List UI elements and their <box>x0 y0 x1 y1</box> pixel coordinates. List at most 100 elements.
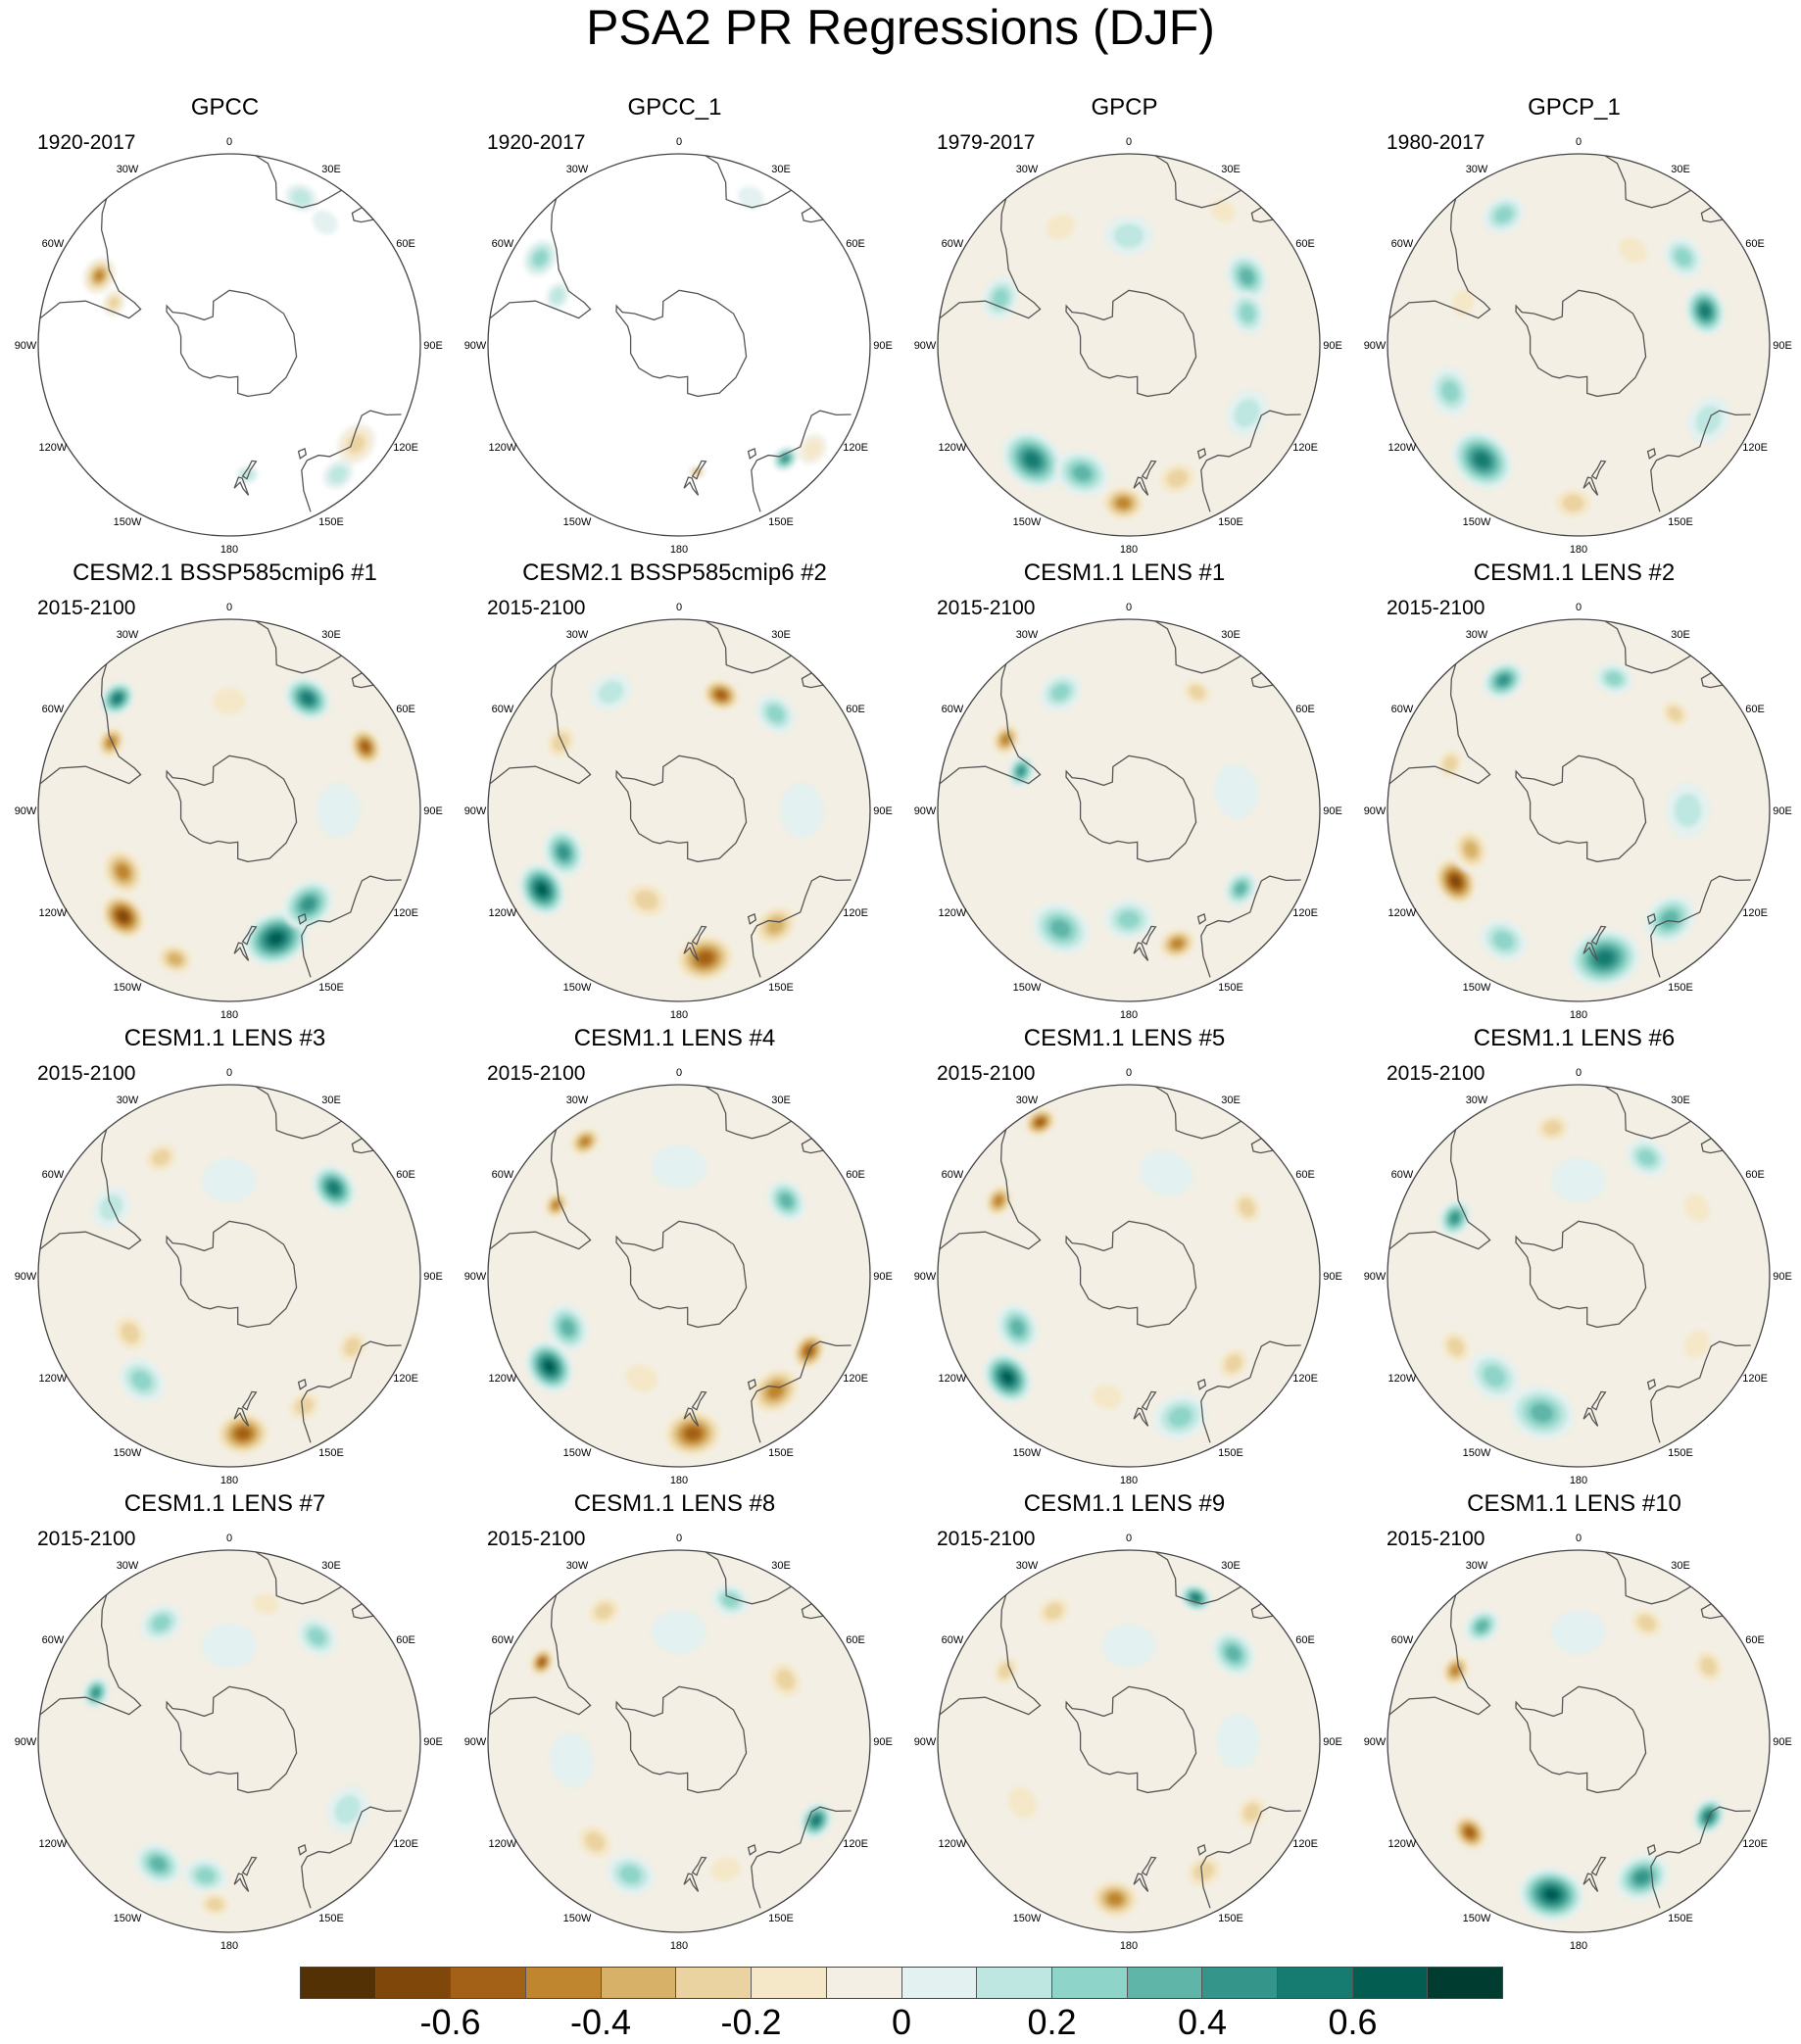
coastline <box>705 1551 792 1605</box>
longitude-label: 60E <box>396 1169 415 1181</box>
regression-blob <box>328 465 348 484</box>
map-outline <box>1387 153 1771 537</box>
regression-blob <box>1475 453 1489 467</box>
coastline <box>233 942 250 961</box>
longitude-label: 0 <box>226 1067 232 1079</box>
panel-title: GPCP_1 <box>1528 94 1621 121</box>
longitude-label: 60W <box>1391 238 1414 250</box>
regression-blob <box>1674 793 1702 828</box>
longitude-label: 180 <box>220 1475 238 1486</box>
coastline <box>1582 1873 1599 1892</box>
regression-blob <box>1117 910 1141 929</box>
longitude-label: 30E <box>1221 1095 1241 1106</box>
longitude-label: 120E <box>1292 442 1318 454</box>
map-outline <box>937 153 1321 537</box>
panel-period: 2015-2100 <box>937 1062 1036 1085</box>
regression-blob <box>1046 214 1076 240</box>
panel-title: CESM1.1 LENS #10 <box>1467 1490 1681 1517</box>
regression-blob <box>1531 1403 1553 1423</box>
regression-blob <box>1189 685 1205 700</box>
longitude-label: 120W <box>1388 1838 1417 1850</box>
regression-blob <box>1214 763 1259 819</box>
longitude-label: 90E <box>423 1271 443 1283</box>
coastline <box>233 1407 250 1427</box>
panel-title: CESM1.1 LENS #5 <box>1023 1025 1226 1051</box>
longitude-label: 90W <box>464 340 487 352</box>
polar-map: 0 30E 60E 90E 120E 150E 180 150W 120W 90W 60W 30W <box>464 136 893 556</box>
coastline <box>1515 1220 1647 1329</box>
map-panel: CESM2.1 BSSP585cmip6 #2 2015-2100 0 30E 60E 9… <box>450 560 900 1025</box>
regression-blob <box>776 1669 796 1690</box>
longitude-label: 90E <box>873 1271 893 1283</box>
colorbar-swatch <box>1202 1968 1278 1998</box>
coastline <box>1646 1843 1657 1856</box>
longitude-label: 30E <box>1671 629 1690 641</box>
regression-blob <box>1116 497 1131 510</box>
longitude-label: 30E <box>321 1560 341 1572</box>
longitude-label: 60W <box>42 1169 65 1181</box>
coastline <box>683 1873 700 1892</box>
regression-blob <box>202 1158 257 1202</box>
longitude-label: 0 <box>1576 136 1582 148</box>
coastline <box>297 1378 308 1390</box>
longitude-label: 30W <box>1466 629 1488 641</box>
coastline <box>39 198 142 319</box>
regression-blob <box>532 250 548 267</box>
longitude-label: 90E <box>1323 340 1342 352</box>
longitude-label: 180 <box>220 1940 238 1952</box>
longitude-label: 30W <box>566 1095 589 1106</box>
coastline <box>705 1086 792 1140</box>
coastline <box>1515 1685 1647 1794</box>
longitude-label: 30W <box>1016 629 1039 641</box>
map-background <box>488 1085 870 1467</box>
longitude-label: 30E <box>771 629 791 641</box>
longitude-label: 0 <box>1576 602 1582 613</box>
longitude-label: 0 <box>1126 1533 1132 1544</box>
longitude-label: 90W <box>15 1271 37 1283</box>
longitude-label: 60E <box>1745 704 1765 715</box>
longitude-label: 30E <box>321 164 341 175</box>
regression-blob <box>1010 1319 1025 1337</box>
map-outline <box>37 1549 421 1933</box>
regression-blob <box>1637 1614 1657 1631</box>
longitude-label: 60W <box>942 1634 964 1646</box>
colorbar-swatch <box>752 1968 827 1998</box>
regression-blob <box>1224 1354 1242 1373</box>
longitude-label: 120W <box>489 1838 517 1850</box>
coastline <box>1133 1873 1149 1892</box>
regression-blob <box>1700 305 1711 317</box>
panel-period: 2015-2100 <box>487 1062 586 1085</box>
longitude-label: 90W <box>914 340 937 352</box>
regression-blob <box>545 175 559 188</box>
regression-blob <box>1025 453 1040 467</box>
coastline <box>1133 942 1149 961</box>
polar-map: 0 30E 60E 90E 120E 150E 180 150W 120W 90W 60W 30W <box>914 1067 1342 1486</box>
coastline <box>615 289 748 398</box>
panel-title: GPCP <box>1091 94 1158 121</box>
longitude-label: 150E <box>768 1447 794 1459</box>
map-background <box>38 154 420 536</box>
longitude-label: 60W <box>492 704 514 715</box>
coastline <box>489 663 592 785</box>
longitude-label: 60E <box>846 704 865 715</box>
longitude-label: 60E <box>396 1634 415 1646</box>
map-background <box>938 619 1320 1001</box>
longitude-label: 120W <box>489 907 517 919</box>
regression-blob <box>1101 1624 1156 1668</box>
coastline <box>39 1594 142 1716</box>
regression-blob <box>721 1592 739 1608</box>
map-outline <box>1387 618 1771 1002</box>
regression-blob <box>1101 693 1156 737</box>
coastline <box>255 1086 342 1140</box>
longitude-label: 90W <box>15 1736 37 1748</box>
regression-blob <box>1210 199 1236 223</box>
regression-blob <box>235 1428 251 1439</box>
regression-blob <box>625 1364 658 1392</box>
polar-map: 0 30E 60E 90E 120E 150E 180 150W 120W 90W 60W 30W <box>464 1067 893 1486</box>
regression-blob <box>109 297 120 310</box>
colorbar-tick-label: -0.2 <box>720 2002 782 2042</box>
coastline <box>166 1685 298 1794</box>
longitude-label: 120W <box>939 907 967 919</box>
regression-blob <box>552 1200 560 1210</box>
coastline <box>1200 1806 1301 1909</box>
